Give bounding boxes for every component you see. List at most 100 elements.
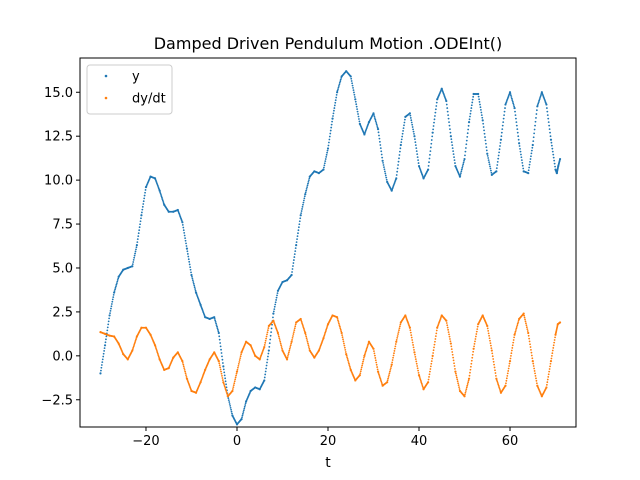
marker-dot — [108, 317, 111, 320]
marker-dot — [530, 149, 533, 152]
marker-dot — [402, 127, 405, 130]
marker-dot — [414, 358, 417, 361]
marker-dot — [487, 159, 490, 161]
marker-dot — [287, 354, 289, 357]
marker-dot — [222, 382, 225, 385]
marker-dot — [549, 135, 552, 138]
data-point — [558, 321, 562, 324]
marker-dot — [468, 118, 471, 121]
marker-dot — [350, 80, 353, 82]
marker-dot — [516, 131, 519, 134]
marker-dot — [454, 367, 456, 370]
marker-dot — [453, 365, 456, 367]
marker-dot — [475, 333, 478, 335]
marker-dot — [494, 372, 497, 374]
marker-dot — [511, 347, 514, 349]
marker-dot — [486, 327, 489, 330]
data-point — [113, 291, 116, 294]
marker-dot — [549, 365, 551, 368]
marker-dot — [332, 112, 335, 115]
marker-dot — [478, 98, 480, 101]
marker-dot — [398, 157, 400, 160]
marker-dot — [225, 386, 228, 389]
marker-dot — [276, 294, 278, 297]
marker-dot — [297, 232, 299, 235]
marker-dot — [529, 158, 532, 160]
marker-dot — [115, 285, 117, 288]
marker-dot — [454, 162, 456, 164]
marker-dot — [539, 96, 541, 99]
marker-dot — [375, 361, 378, 364]
marker-dot — [534, 120, 537, 123]
marker-dot — [217, 330, 220, 333]
marker-dot — [295, 241, 298, 244]
marker-dot — [350, 77, 353, 80]
marker-dot — [535, 379, 538, 382]
marker-dot — [510, 354, 512, 357]
marker-dot — [138, 229, 141, 232]
marker-dot — [302, 326, 305, 329]
marker-dot — [184, 370, 187, 373]
data-point — [217, 360, 220, 363]
marker-dot — [300, 320, 303, 323]
marker-dot — [352, 89, 355, 92]
marker-dot — [531, 357, 534, 360]
marker-dot — [374, 357, 377, 359]
marker-dot — [396, 170, 399, 173]
data-point — [463, 157, 466, 161]
marker-dot — [515, 329, 517, 331]
marker-dot — [473, 342, 476, 345]
marker-dot — [342, 340, 345, 343]
marker-dot — [242, 411, 245, 413]
marker-dot — [493, 366, 496, 369]
marker-dot — [300, 319, 303, 322]
marker-dot — [237, 364, 240, 367]
marker-dot — [298, 223, 301, 226]
marker-dot — [416, 153, 419, 156]
marker-dot — [141, 208, 144, 211]
marker-dot — [326, 149, 329, 152]
marker-dot — [190, 271, 192, 274]
marker-dot — [115, 283, 118, 286]
marker-dot — [459, 173, 462, 176]
data-point — [545, 103, 548, 106]
marker-dot — [411, 126, 414, 128]
marker-dot — [546, 378, 549, 381]
marker-dot — [339, 80, 342, 83]
marker-dot — [517, 319, 520, 322]
marker-dot — [186, 253, 189, 255]
data-point — [345, 352, 348, 356]
marker-dot — [156, 351, 159, 354]
marker-dot — [109, 312, 111, 315]
marker-dot — [363, 353, 366, 356]
marker-dot — [344, 351, 347, 353]
marker-dot — [360, 368, 363, 371]
marker-dot — [363, 356, 365, 359]
marker-dot — [221, 374, 223, 377]
marker-dot — [308, 347, 311, 350]
marker-dot — [483, 132, 486, 135]
marker-dot — [435, 101, 438, 104]
marker-dot — [307, 180, 310, 183]
marker-dot — [105, 335, 108, 338]
data-point — [217, 331, 220, 335]
marker-dot — [364, 352, 367, 354]
marker-dot — [239, 355, 242, 358]
marker-dot — [227, 397, 230, 400]
marker-dot — [469, 368, 472, 371]
data-point — [449, 135, 452, 138]
marker-dot — [398, 327, 401, 330]
marker-dot — [359, 372, 362, 375]
marker-dot — [429, 368, 432, 370]
marker-dot — [399, 150, 401, 153]
marker-dot — [416, 367, 419, 370]
marker-dot — [188, 263, 191, 266]
marker-dot — [142, 200, 145, 203]
marker-dot — [449, 131, 452, 134]
marker-dot — [336, 89, 339, 92]
marker-dot — [488, 334, 490, 337]
marker-dot — [347, 359, 349, 362]
marker-dot — [471, 98, 474, 101]
marker-dot — [330, 126, 333, 129]
marker-dot — [236, 368, 239, 371]
